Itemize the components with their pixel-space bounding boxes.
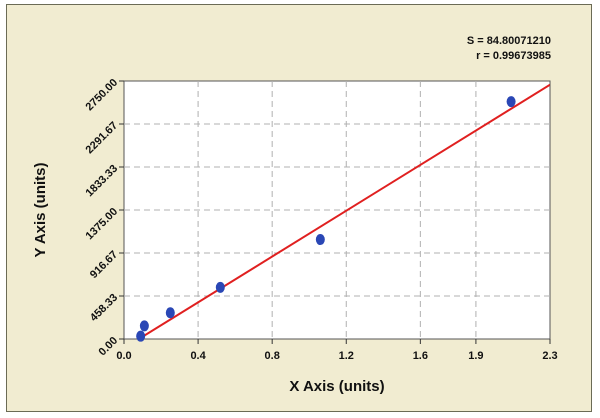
x-tick-label: 1.6 <box>413 350 428 362</box>
x-tick-label: 2.3 <box>542 350 557 362</box>
fit-line <box>138 83 550 339</box>
data-point <box>136 330 146 342</box>
y-tick-label: 1833.33 <box>84 163 121 200</box>
x-tick-label: 0.4 <box>190 350 206 362</box>
data-point <box>315 234 325 246</box>
annotation-r: r = 0.99673985 <box>476 50 551 62</box>
data-point <box>506 96 516 108</box>
data-point <box>139 320 149 332</box>
x-tick-label: 1.2 <box>339 350 354 362</box>
y-tick-label: 916.67 <box>88 249 120 281</box>
annotation-s: S = 84.80071210 <box>467 35 551 47</box>
data-point <box>215 281 225 293</box>
data-point <box>165 307 175 319</box>
x-axis-title: X Axis (units) <box>289 378 384 395</box>
y-axis-title: Y Axis (units) <box>32 162 49 257</box>
x-tick-label: 0.0 <box>116 350 131 362</box>
x-tick-label: 0.8 <box>265 350 280 362</box>
y-tick-label: 1375.00 <box>84 206 121 243</box>
y-tick-label: 458.33 <box>88 292 120 324</box>
y-tick-label: 2750.00 <box>84 77 121 114</box>
chart-frame: 0.0 0.4 0.8 1.2 1.6 1.9 2.3 0.00 458.33 916.67 137… <box>6 4 592 412</box>
grid-lines <box>124 81 550 339</box>
y-tick-label: 2291.67 <box>84 120 121 157</box>
data-points <box>136 96 516 342</box>
chart-svg: 0.0 0.4 0.8 1.2 1.6 1.9 2.30.00458.33916.67137… <box>32 35 558 395</box>
x-tick-label: 1.9 <box>468 350 483 362</box>
fit-line-layer <box>138 83 550 339</box>
